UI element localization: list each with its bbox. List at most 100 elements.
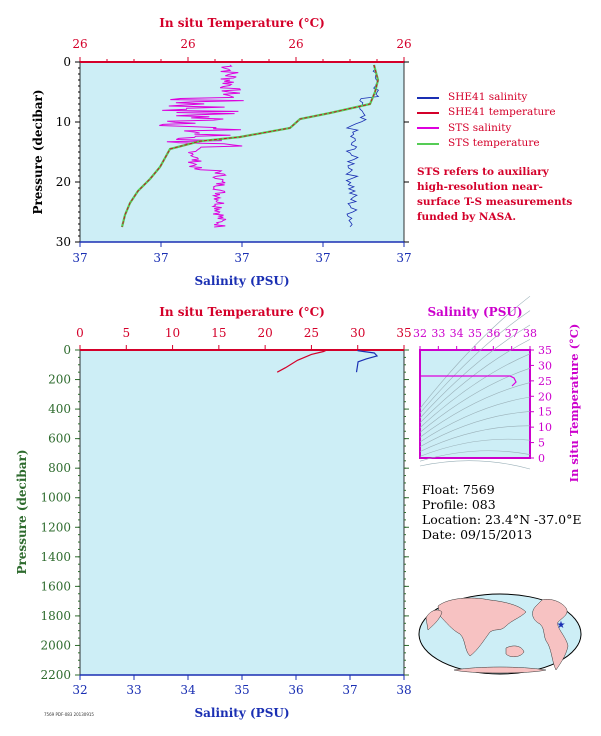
- bottom-salinity-axis-title: Salinity (PSU): [194, 706, 289, 720]
- tick-label: 37: [72, 251, 87, 265]
- bottom-plot-area: [79, 349, 405, 676]
- bottom-pressure-axis-title: Pressure (decibar): [15, 449, 29, 574]
- ts-temp-ticks: 0 5 10 15 20 25 30 35: [530, 344, 552, 465]
- tick-label: 33: [431, 327, 445, 340]
- float-info: Float: 7569 Profile: 083 Location: 23.4°…: [422, 482, 582, 542]
- tick-label: 1000: [40, 491, 71, 505]
- tick-label: 15: [538, 406, 552, 419]
- top-temp-ticks: 26 26 26 26: [72, 37, 412, 62]
- density-contour: [419, 367, 531, 433]
- top-salinity-ticks: 37 37 37 37 37: [72, 242, 412, 265]
- tick-label: 5: [122, 326, 130, 340]
- tick-label: 0: [63, 55, 71, 69]
- tick-label: 600: [48, 432, 71, 446]
- tick-label: 1800: [40, 609, 71, 623]
- legend-label: STS temperature: [448, 136, 540, 149]
- tick-label: 30: [56, 235, 71, 249]
- top-curves: [120, 64, 380, 228]
- tick-label: 36: [288, 683, 303, 697]
- top-pressure-axis-title: Pressure (decibar): [31, 89, 45, 214]
- legend-swatch: [417, 96, 439, 99]
- top-pressure-ticks: 0 10 20 30: [56, 55, 409, 249]
- map-land-antarctica: [453, 666, 547, 674]
- tick-label: 37: [505, 327, 519, 340]
- tick-label: 5: [538, 437, 545, 450]
- legend-item: SHE41 temperature: [417, 105, 556, 120]
- map-land-americas: [532, 599, 569, 671]
- world-map: ★: [418, 593, 582, 675]
- tick-label: 10: [165, 326, 180, 340]
- ts-plot-area: [419, 349, 531, 459]
- salinity-profile-line: [355, 350, 379, 373]
- bottom-pressure-ticks: 0 200 400 600 800 1000 1200 1400 1600 1800 2000 220…: [40, 343, 409, 682]
- legend-label: STS salinity: [448, 121, 512, 134]
- tick-label: 37: [342, 683, 357, 697]
- footer-tiny-text: 7569 PDF-083 20130915: [44, 712, 94, 717]
- density-contour: [419, 295, 531, 409]
- tick-label: 32: [413, 327, 427, 340]
- ts-diagram: Salinity (PSU) 32 33 34 35 36 37 38 0 5 10 15 20 25…: [413, 295, 581, 482]
- tick-label: 37: [153, 251, 168, 265]
- top-panel: In situ Temperature (°C) 26 26 26 26 0 10 20 3…: [31, 16, 412, 288]
- tick-label: 400: [48, 402, 71, 416]
- tick-label: 35: [396, 326, 411, 340]
- tick-label: 10: [56, 115, 71, 129]
- bottom-temp-axis-title: In situ Temperature (°C): [159, 305, 325, 319]
- legend-label: SHE41 salinity: [448, 91, 528, 103]
- density-contour: [419, 460, 531, 470]
- tick-label: 25: [538, 375, 552, 388]
- legend-swatch: [417, 142, 439, 145]
- tick-label: 38: [396, 683, 411, 697]
- tick-label: 10: [538, 421, 552, 434]
- tick-label: 2000: [40, 638, 71, 652]
- tick-label: 26: [180, 37, 195, 51]
- tick-label: 37: [315, 251, 330, 265]
- tick-label: 35: [468, 327, 482, 340]
- density-contour: [419, 339, 531, 424]
- tick-label: 37: [234, 251, 249, 265]
- she41-salinity-line: [345, 64, 380, 227]
- top-temp-axis-title: In situ Temperature (°C): [159, 16, 325, 30]
- bottom-salinity-ticks: 32 33 34 35 36 37 38: [72, 675, 412, 697]
- temperature-profile-line: [276, 350, 326, 373]
- map-land-australia: [505, 645, 525, 657]
- tick-label: 2200: [40, 668, 71, 682]
- tick-label: 25: [304, 326, 319, 340]
- tick-label: 26: [396, 37, 411, 51]
- tick-label: 30: [350, 326, 365, 340]
- tick-label: 0: [76, 326, 84, 340]
- legend-item: SHE41 salinity: [417, 90, 556, 105]
- top-plot-area: [79, 61, 405, 243]
- tick-label: 38: [523, 327, 537, 340]
- top-legend: SHE41 salinity SHE41 temperature STS sal…: [417, 90, 556, 151]
- sts-note: STS refers to auxiliary high-resolution …: [417, 166, 573, 223]
- sts-salinity-line: [159, 64, 244, 228]
- density-contour: [419, 382, 531, 438]
- legend-swatch: [417, 127, 439, 130]
- she41-temperature-line: [121, 64, 379, 228]
- tick-label: 35: [538, 344, 552, 357]
- tick-label: 20: [56, 175, 71, 189]
- density-contour: [419, 438, 531, 457]
- ts-density-contours: [419, 295, 531, 470]
- density-contour: [419, 310, 531, 414]
- tick-label: 15: [211, 326, 226, 340]
- density-contour: [419, 425, 531, 452]
- tick-label: 32: [72, 683, 87, 697]
- tick-label: 0: [538, 452, 545, 465]
- top-salinity-axis-title: Salinity (PSU): [194, 274, 289, 288]
- map-land-africa-eurasia: [437, 597, 527, 657]
- ts-salinity-axis-title: Salinity (PSU): [427, 305, 522, 319]
- float-location-star: ★: [557, 620, 566, 631]
- tick-label: 33: [126, 683, 141, 697]
- density-contour: [419, 353, 531, 428]
- tick-label: 1600: [40, 579, 71, 593]
- tick-label: 34: [180, 683, 196, 697]
- bottom-curves: [276, 350, 379, 373]
- tick-label: 34: [450, 327, 464, 340]
- map-land-asia-east: [425, 609, 443, 631]
- density-contour: [419, 324, 531, 419]
- bottom-temp-ticks: 0 5 10 15 20 25 30 35: [76, 326, 412, 350]
- density-contour: [419, 396, 531, 443]
- tick-label: 0: [63, 343, 71, 357]
